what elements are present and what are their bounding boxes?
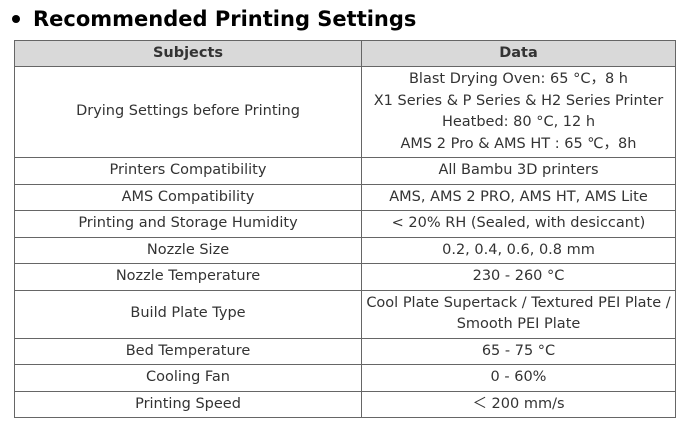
subject-cell: AMS Compatibility [14, 183, 362, 211]
data-line: ＜ 200 mm/s [472, 395, 565, 412]
subject-cell: Printers Compatibility [14, 157, 362, 185]
data-cell: 230 - 260 °C [361, 263, 676, 291]
data-cell: < 20% RH (Sealed, with desiccant) [361, 210, 676, 238]
subject-cell: Drying Settings before Printing [14, 66, 362, 158]
data-line: Heatbed: 80 °C, 12 h [441, 114, 596, 130]
table-row: AMS Compatibility AMS, AMS 2 PRO, AMS HT,… [14, 183, 676, 211]
header-cell: Subjects [14, 40, 362, 67]
settings-table: Subjects Data Drying Settings before Pri… [14, 40, 676, 418]
table-row: Nozzle Temperature 230 - 260 °C [14, 263, 676, 291]
subject-cell: Nozzle Size [14, 236, 362, 264]
data-cell: AMS, AMS 2 PRO, AMS HT, AMS Lite [361, 183, 676, 211]
subject-cell: Cooling Fan [14, 364, 362, 392]
header-cell: Data [361, 40, 676, 67]
subject-cell: Printing Speed [14, 390, 362, 418]
data-line: 230 - 260 °C [472, 268, 565, 284]
data-line: Smooth PEI Plate [456, 316, 581, 332]
data-cell: 0.2, 0.4, 0.6, 0.8 mm [361, 236, 676, 264]
data-line: Cool Plate Supertack / Textured PEI Plat… [366, 294, 671, 311]
subject-cell: Nozzle Temperature [14, 263, 362, 291]
data-line: 0 - 60% [490, 369, 547, 385]
table-row: Bed Temperature 65 - 75 °C [14, 337, 676, 365]
data-line: AMS 2 Pro & AMS HT : 65 ℃，8h [400, 135, 637, 152]
heading: Recommended Printing Settings [12, 4, 416, 34]
data-line: X1 Series & P Series & H2 Series Printer [373, 92, 664, 109]
data-line: 65 - 75 °C [481, 342, 556, 359]
table-row: Nozzle Size 0.2, 0.4, 0.6, 0.8 mm [14, 236, 676, 264]
subject-cell: Printing and Storage Humidity [14, 210, 362, 238]
table-row: Printers Compatibility All Bambu 3D print… [14, 157, 676, 185]
subject-cell: Bed Temperature [14, 337, 362, 365]
subject-cell: Build Plate Type [14, 289, 362, 339]
table-row: Build Plate Type Cool Plate Supertack / T… [14, 289, 676, 339]
table-row: Cooling Fan 0 - 60% [14, 364, 676, 392]
header-row: Subjects Data [14, 40, 676, 67]
data-cell: Blast Drying Oven: 65 °C，8 h X1 Series & … [361, 66, 676, 158]
data-cell: Cool Plate Supertack / Textured PEI Plat… [361, 289, 676, 339]
data-cell: All Bambu 3D printers [361, 157, 676, 185]
data-line: < 20% RH (Sealed, with desiccant) [391, 215, 646, 231]
table-row: Printing Speed ＜ 200 mm/s [14, 390, 676, 418]
data-cell: 0 - 60% [361, 364, 676, 392]
data-cell: ＜ 200 mm/s [361, 390, 676, 418]
table-row: Drying Settings before Printing Blast Dry… [14, 66, 676, 158]
data-line: Blast Drying Oven: 65 °C，8 h [408, 71, 628, 87]
data-line: 0.2, 0.4, 0.6, 0.8 mm [442, 241, 595, 258]
data-line: All Bambu 3D printers [438, 162, 599, 178]
table-row: Printing and Storage Humidity < 20% RH (S… [14, 210, 676, 238]
heading-text: Recommended Printing Settings [33, 7, 417, 31]
data-line: AMS, AMS 2 PRO, AMS HT, AMS Lite [389, 188, 648, 205]
data-cell: 65 - 75 °C [361, 337, 676, 365]
bullet [12, 15, 20, 23]
